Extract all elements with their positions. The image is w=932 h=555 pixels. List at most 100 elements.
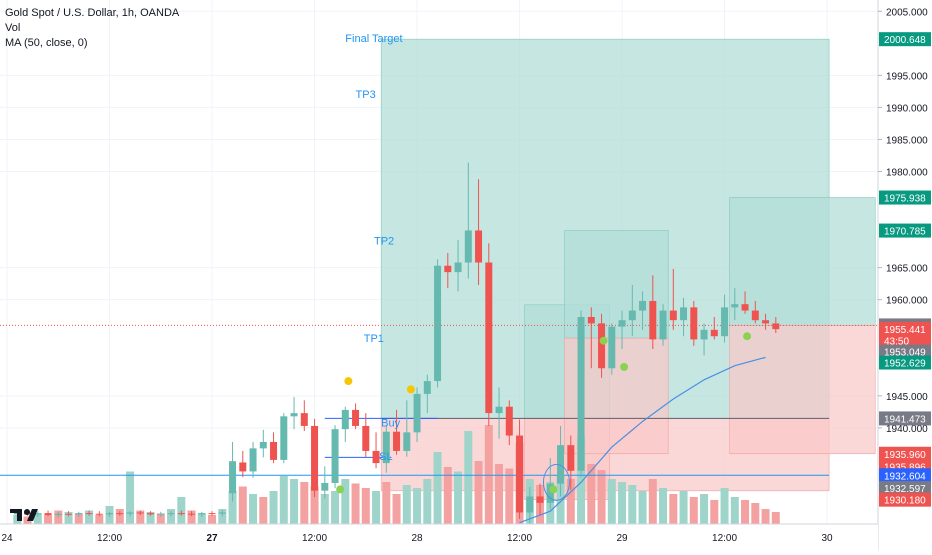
candle-body: [290, 413, 298, 417]
position-zones: [380, 38, 876, 500]
candle-body: [311, 425, 319, 491]
volume-bar: [361, 488, 370, 524]
time-tick-label: 12:00: [507, 533, 532, 544]
price-label-text: 1975.938: [884, 194, 926, 205]
volume-bar: [156, 513, 165, 524]
time-tick-label: 24: [1, 533, 13, 544]
candle-body: [44, 513, 52, 516]
volume-bar: [679, 491, 688, 524]
candle-body: [567, 445, 575, 471]
volume-bar: [310, 486, 319, 524]
time-tick-label: 27: [206, 533, 218, 544]
volume-bar: [290, 479, 299, 524]
zone-right-profit: [729, 197, 876, 326]
candle-body: [444, 265, 452, 273]
zone-right-loss: [729, 325, 876, 455]
volume-bar: [771, 512, 780, 524]
volume-bar: [730, 497, 739, 524]
tradingview-logo-icon[interactable]: [8, 505, 46, 525]
price-label-bg: [879, 321, 931, 336]
volume-bar: [587, 464, 596, 524]
volume-bar: [187, 510, 196, 524]
candle-body: [577, 316, 585, 471]
time-axis[interactable]: 24 12:00 27 12:00 28 12:00 29 12:00 30: [0, 523, 878, 550]
volume-bar: [597, 470, 606, 524]
price-label-bg: [879, 492, 931, 507]
candle-body: [34, 513, 42, 515]
volume-bar: [44, 515, 53, 524]
price-axis[interactable]: 2005.000 1995.000 1990.000 1985.000 1980.000…: [877, 0, 932, 550]
volume-bar: [413, 488, 422, 524]
price-label-bg: [879, 468, 931, 483]
volume-bar: [372, 491, 381, 524]
price-label-bg: [879, 223, 931, 238]
volume-bar: [85, 510, 94, 524]
price-label-bg: [879, 446, 931, 461]
volume-indicator-label[interactable]: Vol: [5, 22, 21, 34]
signal-dot: [599, 336, 608, 345]
candle-body: [188, 513, 196, 515]
symbol-title[interactable]: Gold Spot / U.S. Dollar, 1h, OANDA: [5, 7, 180, 19]
candle-body: [352, 409, 360, 426]
candle-body: [536, 496, 544, 503]
candle-body: [218, 512, 226, 514]
time-tick-label: 30: [821, 533, 833, 544]
candle-body: [659, 310, 667, 340]
volume-bar: [648, 479, 657, 524]
candle-body: [95, 513, 103, 515]
candle-body: [741, 304, 749, 311]
annotation-label: TP2: [374, 236, 394, 248]
signal-dot: [743, 332, 752, 341]
candle-body: [721, 307, 729, 337]
volume-bar: [423, 479, 432, 524]
candle-body: [382, 431, 390, 464]
candle-body: [495, 406, 503, 414]
candle-body: [116, 513, 124, 515]
volume-bar: [64, 512, 73, 524]
candle-body: [710, 329, 718, 337]
chart-legend: Gold Spot / U.S. Dollar, 1h, OANDA Vol M…: [5, 6, 179, 51]
signal-dot: [549, 485, 558, 494]
price-label-text: 43:50: [884, 337, 909, 348]
volume-bar: [638, 491, 647, 524]
signal-dot: [620, 362, 629, 371]
volume-bar: [197, 513, 206, 524]
volume-bar: [484, 425, 493, 524]
volume-bar: [218, 509, 227, 524]
volume-bar: [577, 437, 586, 524]
candle-body: [751, 310, 759, 321]
price-label-text: 1941.473: [884, 414, 926, 425]
candle-body: [249, 448, 257, 472]
price-tick-label: 1945.000: [886, 392, 928, 403]
price-label-bg: [879, 344, 931, 359]
price-label-bg: [879, 481, 931, 496]
candle-body: [526, 496, 534, 513]
volume-bar: [115, 509, 124, 524]
candle-body: [608, 326, 616, 369]
volume-bar: [474, 461, 483, 524]
annotation-label: SL: [379, 451, 392, 463]
price-label-bg: [879, 355, 931, 370]
ma-indicator-label[interactable]: MA (50, close, 0): [5, 37, 88, 49]
candle-body: [454, 262, 462, 273]
volume-bar: [351, 483, 360, 524]
price-label-text: 1935.960: [884, 450, 926, 461]
candle-body: [680, 307, 688, 321]
candle-body: [239, 462, 247, 472]
volume-bar: [382, 482, 391, 524]
annotation-label: TP3: [356, 89, 376, 101]
price-tick-label: 1960.000: [886, 296, 928, 307]
signal-dot: [336, 485, 345, 494]
candle-body: [126, 512, 134, 514]
price-tick-label: 1980.000: [886, 168, 928, 179]
candle-body: [147, 513, 155, 515]
volume-bar: [751, 503, 760, 524]
price-label-text: 1955.441: [884, 325, 926, 336]
volume-bar: [320, 494, 329, 524]
volume-bar: [126, 471, 135, 524]
candle-body: [413, 393, 421, 433]
volume-bar: [74, 513, 83, 524]
candle-body: [270, 441, 278, 460]
